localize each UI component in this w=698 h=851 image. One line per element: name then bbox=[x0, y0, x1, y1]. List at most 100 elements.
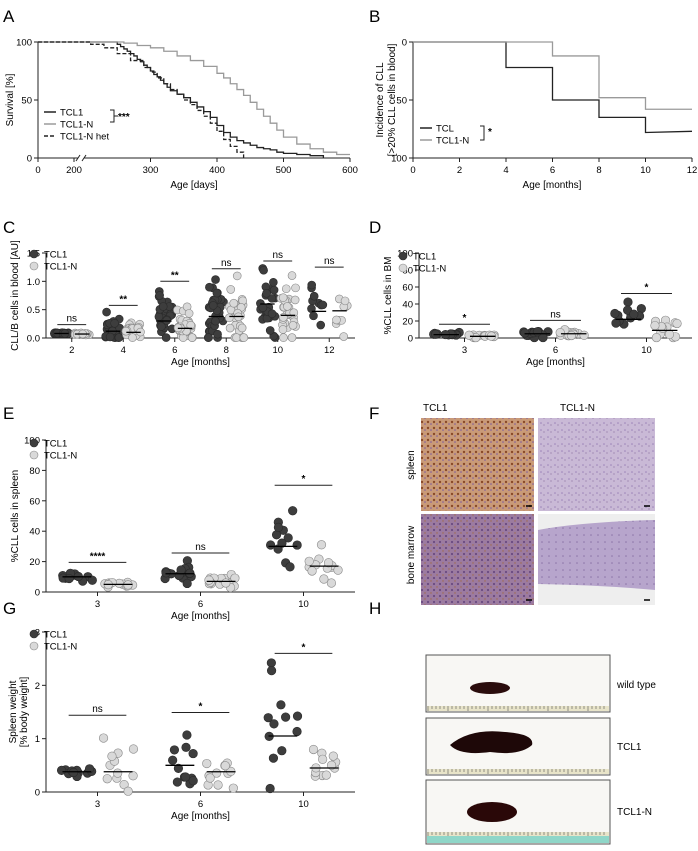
significance-label: *** bbox=[118, 112, 130, 123]
micro-col2-label: TCL1-N bbox=[560, 403, 595, 414]
spleen-tcl1 bbox=[450, 731, 533, 754]
data-point bbox=[128, 333, 137, 342]
data-point bbox=[288, 506, 298, 516]
data-point bbox=[279, 333, 288, 342]
data-point bbox=[610, 308, 620, 319]
data-point bbox=[188, 748, 198, 759]
spleen-tcl1n bbox=[467, 802, 517, 822]
y-axis-label: Spleen weight bbox=[8, 680, 19, 743]
data-point bbox=[56, 765, 67, 775]
chart-blood: 0.00.51.01.5CLL/B cells in blood [AU]Age… bbox=[10, 240, 355, 368]
data-point bbox=[232, 271, 242, 281]
y-axis-label: [% body weight] bbox=[19, 676, 30, 747]
data-point bbox=[211, 316, 220, 326]
legend-label: TCL1-N het bbox=[60, 132, 109, 143]
data-point bbox=[292, 711, 303, 721]
data-point bbox=[308, 744, 319, 755]
x-tick-label: 3 bbox=[95, 599, 100, 610]
data-point bbox=[258, 303, 268, 313]
data-point bbox=[279, 313, 288, 322]
photo-frame-wildtype bbox=[425, 654, 611, 713]
data-point bbox=[87, 575, 97, 585]
legend-label: TCL1 bbox=[44, 250, 67, 261]
data-point bbox=[267, 294, 277, 303]
legend-marker bbox=[29, 261, 39, 271]
data-point bbox=[184, 309, 194, 318]
ruler-strip bbox=[427, 769, 609, 774]
spleen-wildtype bbox=[470, 682, 510, 694]
data-point bbox=[340, 296, 350, 306]
y-tick-label: 50 bbox=[21, 96, 32, 107]
data-point bbox=[278, 293, 288, 302]
x-tick-label: 0 bbox=[35, 165, 40, 176]
data-point bbox=[105, 332, 115, 342]
panel-letter-C: C bbox=[3, 218, 15, 237]
micrograph-tcl1n-spleen bbox=[538, 418, 655, 511]
legend-label: TCL1-N bbox=[44, 262, 77, 273]
y-tick-label: 0 bbox=[35, 788, 40, 799]
x-tick-label: 2 bbox=[457, 165, 462, 176]
significance-label: ns bbox=[324, 256, 335, 267]
chart-spleen-weight: 0 1 2 3 Spleen weight[% body weight] Age [mon… bbox=[8, 628, 355, 822]
data-point bbox=[283, 533, 293, 543]
data-point bbox=[291, 283, 300, 293]
legend-label: TCL1 bbox=[44, 439, 67, 450]
data-point bbox=[288, 321, 298, 330]
data-point bbox=[307, 566, 317, 576]
significance-label: ns bbox=[66, 314, 77, 325]
data-point bbox=[304, 556, 314, 566]
legend-label: TCL1-N bbox=[44, 642, 77, 653]
data-point bbox=[316, 540, 327, 550]
micrograph-panel: TCL1 TCL1-N spleen bone marrow bbox=[406, 403, 655, 605]
significance-label: ns bbox=[195, 542, 206, 553]
significance-label: * bbox=[463, 313, 467, 324]
data-point bbox=[262, 289, 271, 298]
data-point bbox=[110, 318, 119, 328]
data-point bbox=[202, 758, 212, 769]
data-point bbox=[321, 770, 331, 780]
data-point bbox=[237, 323, 247, 333]
panel-letter-F: F bbox=[369, 404, 379, 423]
y-tick-label: 100 bbox=[16, 38, 32, 49]
incidence-line bbox=[413, 41, 693, 134]
micro-row1-label: spleen bbox=[406, 450, 417, 479]
data-point bbox=[287, 333, 297, 342]
ruler-strip bbox=[427, 832, 609, 837]
data-point bbox=[259, 265, 268, 275]
data-point bbox=[267, 309, 277, 319]
data-point bbox=[319, 574, 329, 584]
x-tick-label: 6 bbox=[550, 165, 555, 176]
y-tick-label: 40 bbox=[29, 527, 40, 538]
data-point bbox=[84, 764, 95, 774]
significance-label: ns bbox=[221, 258, 232, 269]
data-point bbox=[269, 278, 278, 287]
data-point bbox=[285, 562, 295, 572]
data-point bbox=[266, 666, 277, 676]
y-axis-label: %CLL cells in spleen bbox=[10, 470, 21, 562]
data-point bbox=[224, 313, 234, 323]
x-axis-label: Age [months] bbox=[523, 180, 582, 191]
data-point bbox=[316, 320, 326, 330]
data-point bbox=[309, 311, 318, 321]
data-point bbox=[98, 733, 109, 743]
data-point bbox=[464, 330, 474, 340]
data-point bbox=[212, 288, 222, 298]
data-point bbox=[155, 291, 164, 300]
panel-letter-E: E bbox=[3, 404, 14, 423]
significance-bracket bbox=[480, 125, 485, 141]
significance-label: ns bbox=[272, 250, 283, 261]
x-axis-label: Age [months] bbox=[171, 357, 230, 368]
legend-label: TCL bbox=[436, 124, 454, 135]
photo-label-tcl1: TCL1 bbox=[617, 742, 642, 753]
significance-label: * bbox=[302, 474, 306, 485]
survival-line bbox=[38, 41, 325, 158]
data-point bbox=[281, 712, 291, 722]
photo-label-tcl1n: TCL1-N bbox=[617, 807, 652, 818]
data-point bbox=[265, 783, 275, 794]
x-axis-label: Age [months] bbox=[171, 611, 230, 622]
data-point bbox=[228, 783, 238, 793]
ruler-strip bbox=[427, 706, 609, 711]
data-point bbox=[277, 538, 287, 548]
